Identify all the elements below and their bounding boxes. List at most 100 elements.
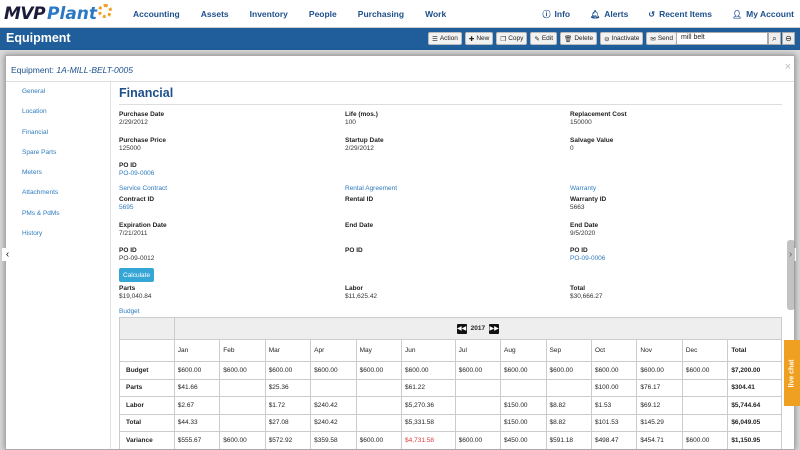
nav-assets[interactable]: Assets [200, 9, 229, 19]
chevron-left-icon: ‹ [5, 249, 10, 260]
expiration-date-label: Expiration Date [119, 222, 167, 229]
calculate-button[interactable]: Calculate [119, 268, 155, 282]
page-scrollbar[interactable] [787, 240, 795, 310]
nav-accounting[interactable]: Accounting [133, 9, 180, 19]
table-cell: $600.00 [545, 361, 592, 380]
info-link[interactable]: ⓘ Info [543, 9, 571, 20]
table-cell: $100.00 [590, 378, 638, 397]
mvp-plant-logo[interactable]: MVP Plant [4, 4, 113, 24]
rental-id-label: Rental ID [345, 196, 374, 203]
sidebar-item-history[interactable]: History [22, 230, 43, 238]
inactivate-button[interactable]: ⊖ Inactivate [600, 32, 644, 45]
modal-record-id: 1A-MILL-BELT-0005 [56, 65, 133, 75]
parts-row: Parts $41.66 $25.36 $61.22 $100.00 $76.1… [119, 378, 782, 397]
next-year-button[interactable]: ▶▶ [489, 323, 500, 334]
table-cell: $600.00 [636, 361, 683, 380]
labor-field: Labor $11,625.42 [345, 285, 377, 300]
nav-people[interactable]: People [308, 9, 337, 19]
month-header: Jan [173, 339, 221, 362]
pencil-icon: ✎ [534, 35, 540, 43]
year-row: ◀◀ 2017 ▶▶ [119, 317, 783, 340]
table-cell: $5,331.58 [401, 413, 456, 432]
table-cell: $600.00 [454, 361, 502, 380]
table-cell: $8.82 [545, 396, 592, 415]
clear-search-button[interactable]: ⊖ [782, 32, 795, 45]
life-field: Life (mos.) 100 [345, 111, 378, 126]
previous-record-arrow[interactable]: ‹ [2, 248, 13, 261]
modal-title: Equipment: 1A-MILL-BELT-0005 [11, 65, 133, 75]
search-input[interactable]: mill belt [676, 32, 768, 45]
sidebar-item-attachments[interactable]: Attachments [22, 189, 59, 197]
warranty-end-date-field: End Date 9/5/2020 [570, 222, 598, 237]
live-chat-tab[interactable]: live chat [784, 340, 800, 406]
sidebar-item-meters[interactable]: Meters [22, 169, 42, 177]
month-header: May [355, 339, 403, 362]
my-account-link[interactable]: 👤︎ My Account [732, 9, 794, 19]
send-label: Send [657, 35, 674, 42]
rental-po-id-label: PO ID [345, 247, 363, 254]
row-total: $7,200.00 [727, 361, 782, 380]
month-header: Aug [500, 339, 547, 362]
row-total: $6,049.05 [727, 413, 782, 432]
row-total: $304.41 [727, 378, 782, 397]
alerts-link[interactable]: 🔔︎ Alerts [590, 9, 628, 19]
negative-variance-cell: $4,731.58 [401, 431, 456, 449]
previous-year-button[interactable]: ◀◀ [456, 323, 467, 334]
table-cell: $600.00 [173, 361, 221, 380]
logo-text-mvp: MVP [4, 4, 46, 24]
recent-items-link[interactable]: ↺ Recent Items [648, 9, 712, 19]
table-cell: $1.53 [590, 396, 638, 415]
minus-circle-icon: ⊖ [785, 34, 792, 43]
replacement-cost-value: 150000 [570, 119, 592, 126]
month-header: Mar [264, 339, 312, 362]
month-header: Sep [545, 339, 592, 362]
table-cell: $600.00 [401, 361, 456, 380]
labor-value: $11,625.42 [345, 293, 378, 300]
startup-date-field: Startup Date 2/29/2012 [345, 137, 384, 152]
table-cell: $61.22 [401, 378, 456, 397]
service-contract-heading: Service Contract [119, 185, 168, 192]
nav-inventory[interactable]: Inventory [249, 9, 288, 19]
po-id-link[interactable]: PO-09-0006 [119, 170, 155, 177]
nav-work[interactable]: Work [425, 9, 447, 19]
sidebar-item-general[interactable]: General [22, 88, 46, 95]
contract-id-label: Contract ID [119, 196, 155, 203]
action-button[interactable]: ☰ Action [428, 32, 462, 45]
close-icon[interactable]: × [784, 61, 791, 73]
table-cell: $359.58 [310, 431, 357, 449]
startup-date-value: 2/29/2012 [345, 145, 374, 152]
nav-purchasing[interactable]: Purchasing [357, 9, 405, 19]
new-label: New [476, 35, 490, 42]
history-icon: ↺ [648, 9, 656, 19]
new-button[interactable]: ✚ New [464, 32, 494, 45]
parts-label: Parts [119, 285, 136, 292]
equipment-modal: Equipment: 1A-MILL-BELT-0005 × General L… [5, 55, 795, 450]
contract-id-link[interactable]: 5695 [119, 204, 134, 211]
purchase-price-value: 125000 [119, 145, 141, 152]
table-cell: $240.42 [310, 413, 357, 432]
copy-button[interactable]: ❐ Copy [496, 32, 528, 45]
delete-button[interactable]: 🗑︎ Delete [560, 32, 598, 45]
sidebar-item-pms-pdms[interactable]: PMs & PdMs [22, 209, 60, 217]
sidebar-item-location[interactable]: Location [22, 108, 47, 116]
warranty-po-id-link[interactable]: PO-09-0006 [570, 255, 606, 262]
sidebar-item-financial[interactable]: Financial [22, 128, 49, 136]
table-cell: $600.00 [264, 361, 312, 380]
table-cell: $150.00 [500, 413, 547, 432]
sidebar-item-spare-parts[interactable]: Spare Parts [22, 148, 57, 156]
section-divider [119, 104, 782, 105]
warranty-end-date-value: 9/5/2020 [570, 230, 596, 237]
my-account-label: My Account [746, 9, 794, 19]
info-icon: ⓘ [542, 9, 551, 19]
replacement-cost-label: Replacement Cost [570, 111, 627, 118]
table-cell [681, 396, 729, 415]
search-button[interactable]: ⌕ [768, 32, 781, 45]
rental-end-date-label: End Date [345, 222, 374, 229]
warranty-heading: Warranty [570, 185, 597, 192]
row-label: Parts [119, 378, 175, 397]
edit-button[interactable]: ✎ Edit [530, 32, 558, 45]
table-cell: $600.00 [590, 361, 638, 380]
send-button[interactable]: ✉ Send [646, 32, 678, 45]
month-header: Nov [636, 339, 683, 362]
section-title: Financial [119, 86, 174, 100]
